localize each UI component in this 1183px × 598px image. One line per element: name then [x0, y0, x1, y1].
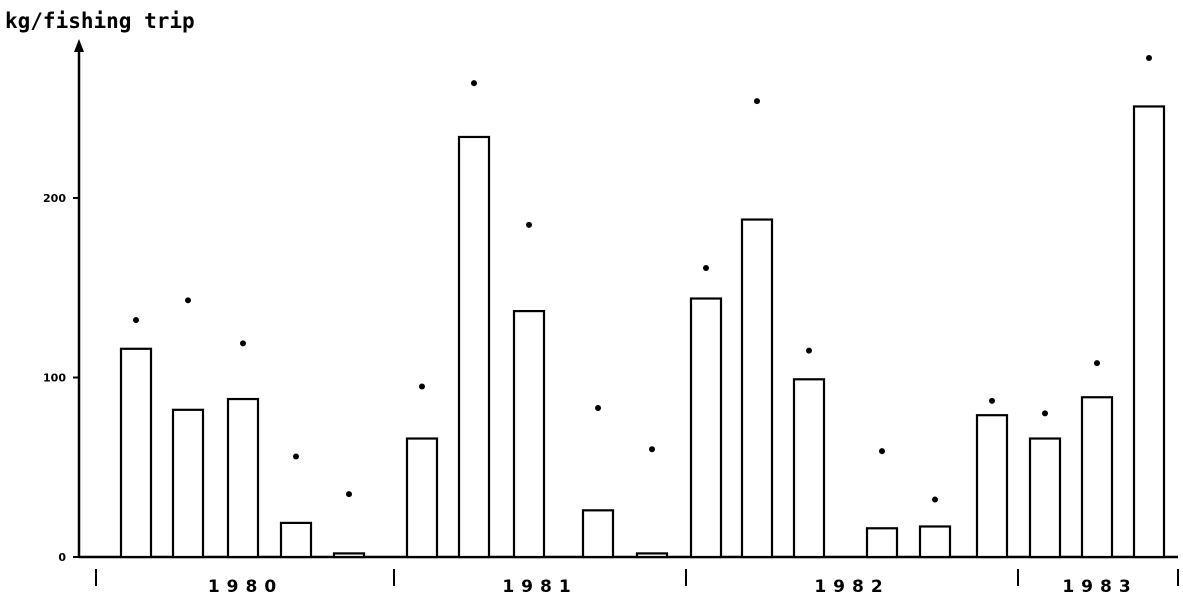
- bar: [405, 437, 439, 559]
- dot-marker: [932, 496, 938, 503]
- bar: [975, 414, 1009, 559]
- dot-marker: [1094, 360, 1100, 367]
- dot-marker: [703, 265, 709, 272]
- dot-marker: [806, 347, 812, 354]
- dot-marker: [133, 317, 139, 324]
- y-tick-label: 200: [43, 192, 66, 205]
- bar: [918, 525, 952, 559]
- y-axis-arrow: [74, 39, 84, 52]
- y-axis-label: kg/fishing trip: [5, 9, 195, 33]
- y-tick-label: 100: [43, 372, 66, 385]
- dot-marker: [526, 221, 532, 228]
- dot-marker: [754, 98, 760, 105]
- bars: [119, 105, 1166, 559]
- dot-marker: [419, 383, 425, 390]
- bar: [512, 309, 546, 559]
- dot-marker: [649, 446, 655, 453]
- dot-marker: [879, 448, 885, 455]
- bar: [1132, 105, 1166, 559]
- bar: [171, 408, 205, 559]
- dot-marker: [471, 80, 477, 87]
- dot-marker: [185, 297, 191, 304]
- dot-marker: [346, 491, 352, 498]
- year-label: 1983: [1062, 577, 1137, 597]
- bar: [279, 521, 313, 559]
- dot-marker: [1042, 410, 1048, 417]
- bar: [581, 509, 615, 559]
- bar: [1080, 396, 1114, 559]
- bar: [119, 347, 153, 559]
- bar: [635, 552, 669, 559]
- year-label: 1982: [814, 577, 889, 597]
- bar: [792, 378, 826, 559]
- bar: [1028, 437, 1062, 559]
- dot-markers: [133, 54, 1152, 503]
- bar: [740, 218, 774, 559]
- y-ticks: 0 100 200: [43, 192, 79, 564]
- bar: [457, 135, 491, 559]
- bar: [689, 297, 723, 559]
- year-groups: 1980 1981 1982 1983: [95, 569, 1179, 597]
- dot-marker: [240, 340, 246, 347]
- bar: [332, 552, 366, 559]
- dot-marker: [989, 397, 995, 404]
- dot-marker: [293, 453, 299, 460]
- dot-marker: [595, 405, 601, 412]
- bar: [865, 527, 899, 559]
- dot-marker: [1146, 54, 1152, 61]
- year-label: 1981: [502, 577, 577, 597]
- y-tick-label: 0: [58, 551, 66, 564]
- year-label: 1980: [208, 577, 283, 597]
- bar: [226, 397, 260, 559]
